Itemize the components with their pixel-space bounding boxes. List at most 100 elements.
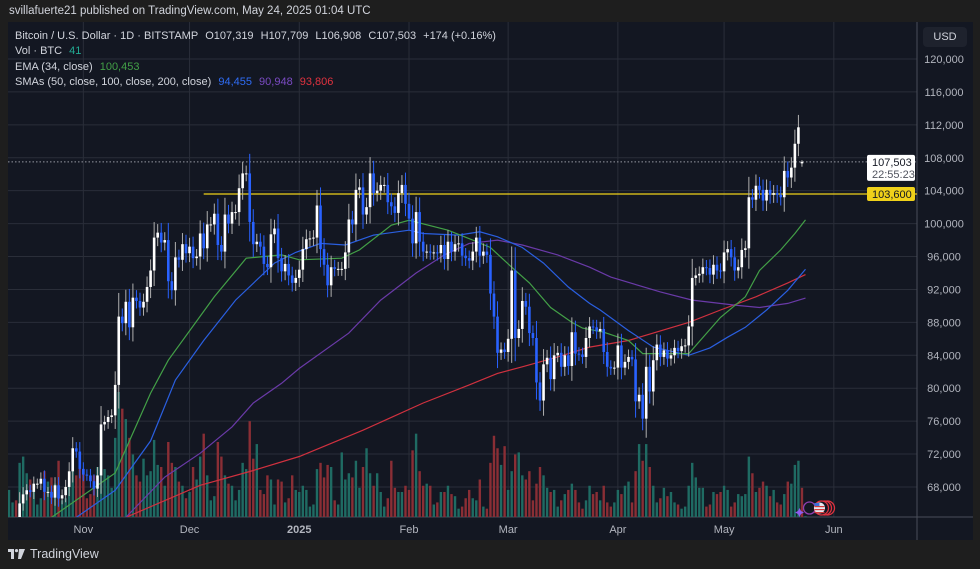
candle-body	[198, 233, 202, 257]
ohlc-close: C107,503	[368, 30, 417, 42]
candle-body	[453, 244, 457, 252]
volume-bar	[620, 494, 623, 517]
candle-body	[167, 240, 170, 282]
x-tick-label: 2025	[287, 524, 311, 536]
candle-body	[598, 328, 602, 332]
volume-bar	[287, 498, 290, 517]
candle-body	[439, 244, 443, 254]
candle-body	[361, 187, 365, 215]
volume-bar	[436, 502, 439, 517]
candle-body	[602, 328, 606, 352]
candle-body	[131, 297, 135, 328]
volume-bar	[213, 496, 216, 517]
candle-body	[15, 526, 18, 528]
candle-body	[701, 267, 705, 274]
candle-body	[786, 170, 790, 178]
volume-bar	[701, 487, 705, 517]
volume-bar	[361, 467, 365, 517]
candle-body	[492, 293, 496, 317]
candle-body	[641, 394, 644, 419]
volume-bar	[680, 508, 683, 517]
us-flag-stripe	[814, 506, 825, 508]
candle-body	[482, 251, 485, 256]
volume-bar	[758, 487, 761, 517]
volume-bar	[372, 485, 375, 517]
volume-bar	[450, 494, 453, 517]
candle-body	[74, 448, 78, 452]
candle-body	[301, 249, 305, 270]
volume-bar	[386, 498, 389, 517]
volume-bar	[160, 467, 163, 517]
volume-bar	[322, 477, 326, 517]
volume-bar	[375, 473, 379, 517]
legend-sma-row[interactable]: SMAs (50, close, 100, close, 200, close)…	[15, 75, 500, 90]
volume-bar	[92, 475, 96, 517]
candle-body	[25, 490, 28, 495]
volume-bar	[772, 489, 775, 517]
candle-body	[368, 173, 372, 208]
candle-body	[259, 241, 262, 247]
volume-value: 41	[69, 45, 82, 58]
candle-body	[234, 212, 237, 214]
candle-body	[673, 347, 676, 356]
candle-body	[390, 202, 393, 207]
volume-bar	[729, 506, 733, 517]
volume-bar	[584, 500, 588, 517]
candle-body	[177, 257, 181, 260]
candle-body	[768, 189, 772, 195]
currency-button[interactable]: USD	[923, 27, 967, 47]
candle-body	[379, 184, 382, 191]
volume-bar	[29, 479, 32, 517]
legend-ema-row[interactable]: EMA (34, close) 100,453	[15, 60, 500, 75]
candle-body	[676, 347, 680, 352]
candle-body	[96, 475, 99, 489]
volume-bar	[71, 448, 74, 517]
candle-body	[496, 316, 499, 353]
y-tick-label: 96,000	[927, 252, 961, 264]
volume-bar	[630, 502, 634, 517]
volume-bar	[549, 492, 552, 517]
candle-body	[428, 251, 432, 253]
candle-body	[765, 189, 768, 201]
candle-body	[772, 193, 775, 195]
volume-bar	[775, 502, 779, 517]
volume-bar	[521, 475, 524, 517]
candle-body	[581, 354, 584, 357]
volume-bar	[715, 494, 719, 517]
volume-bar	[524, 479, 528, 517]
volume-bar	[365, 448, 368, 517]
legend-volume-row[interactable]: Vol · BTC 41	[15, 44, 500, 59]
symbol-name[interactable]: Bitcoin / U.S. Dollar · 1D · BITSTAMP	[15, 30, 199, 42]
ohlc-low: L106,908	[315, 30, 362, 42]
candle-body	[195, 256, 198, 259]
candle-body	[92, 481, 96, 489]
volume-bar	[616, 489, 620, 517]
volume-bar	[698, 487, 701, 517]
candle-body	[344, 252, 347, 269]
volume-bar	[280, 481, 283, 517]
candle-body	[521, 300, 524, 329]
volume-bar	[793, 464, 797, 517]
candle-body	[574, 332, 577, 354]
volume-bar	[82, 469, 85, 517]
x-tick-label: Dec	[180, 524, 200, 536]
volume-bar	[687, 485, 690, 517]
candle-body	[297, 269, 301, 278]
star-event-icon	[795, 508, 804, 517]
volume-bar	[676, 504, 680, 517]
volume-bar	[198, 456, 202, 517]
candle-body	[800, 161, 804, 164]
volume-bar	[552, 489, 556, 517]
volume-bar	[489, 462, 492, 517]
volume-bar	[545, 487, 549, 517]
candle-body	[43, 478, 46, 492]
volume-bar	[315, 469, 319, 517]
volume-bar	[291, 475, 294, 517]
candle-body	[411, 218, 414, 244]
candle-body	[510, 270, 513, 339]
candle-body	[184, 244, 188, 254]
candle-body	[32, 483, 36, 492]
y-tick-label: 120,000	[924, 54, 964, 66]
volume-bar	[478, 479, 482, 517]
